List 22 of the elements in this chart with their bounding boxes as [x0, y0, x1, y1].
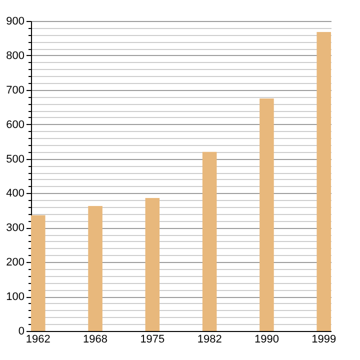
- x-tick-label: 1990: [254, 334, 279, 346]
- bar: [145, 198, 160, 331]
- y-tick-label: 700: [6, 84, 24, 96]
- y-tick-label: 800: [6, 50, 24, 62]
- bar: [31, 215, 46, 331]
- bar: [202, 152, 217, 331]
- y-tick-label: 0: [18, 326, 24, 338]
- y-tick-label: 400: [6, 188, 24, 200]
- x-tick-label: 1999: [312, 334, 336, 346]
- bar: [316, 32, 331, 331]
- x-tick-label: 1982: [197, 334, 222, 346]
- bar: [88, 206, 102, 331]
- y-tick-label: 100: [6, 291, 24, 304]
- x-tick-label: 1968: [83, 334, 108, 346]
- y-tick-label: 900: [6, 16, 24, 28]
- y-tick-label: 500: [6, 153, 24, 166]
- y-tick-label: 600: [6, 118, 24, 131]
- x-tick-label: 1975: [140, 334, 165, 346]
- y-tick-label: 200: [6, 256, 24, 269]
- bar: [260, 98, 274, 331]
- y-tick-label: 300: [6, 222, 24, 234]
- x-tick-label: 1962: [26, 334, 50, 346]
